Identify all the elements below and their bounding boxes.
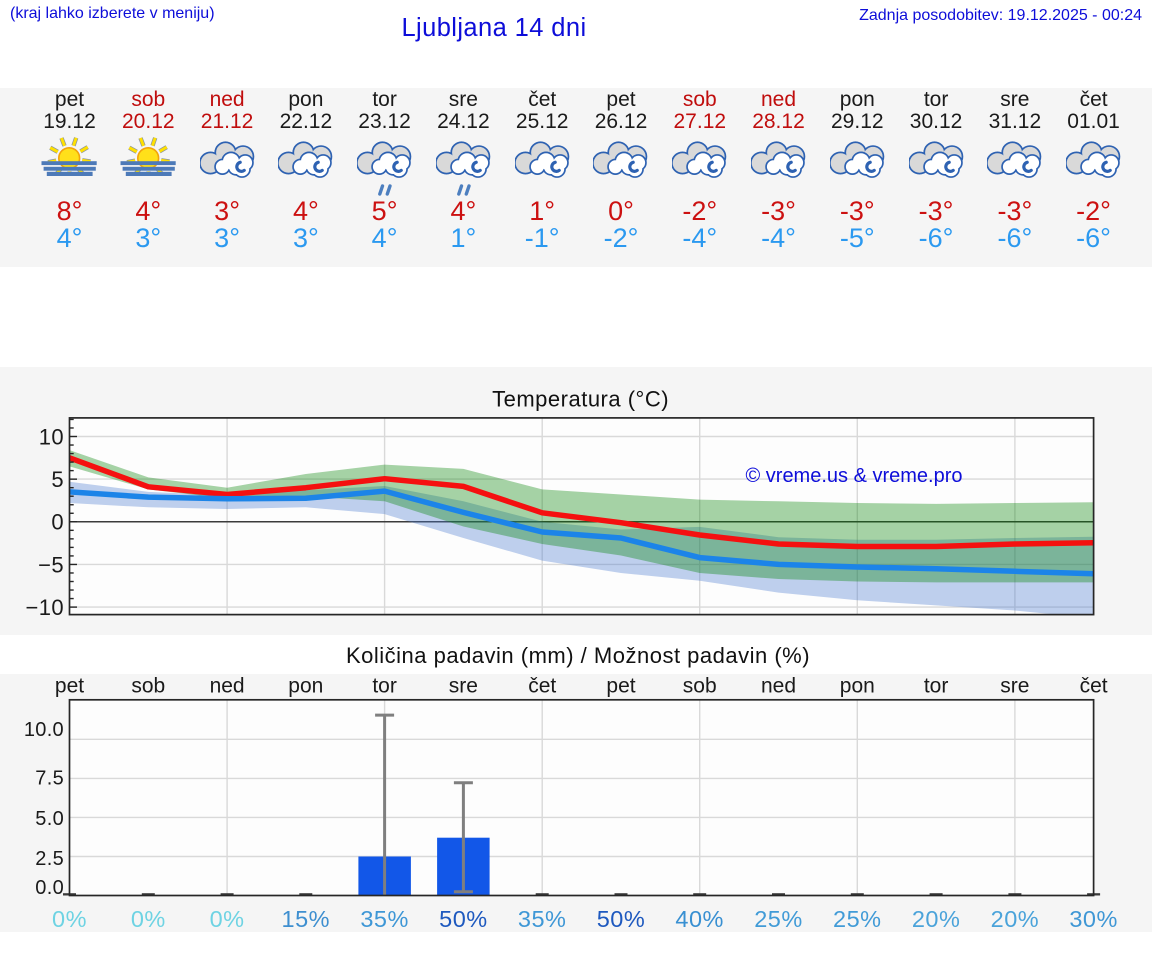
svg-text:2.5: 2.5 [35, 848, 64, 870]
svg-text:tor: tor [372, 675, 397, 698]
svg-text:−10: −10 [25, 595, 64, 620]
svg-text:ned: ned [210, 675, 245, 698]
svg-text:0%: 0% [52, 906, 87, 932]
svg-text:pet: pet [606, 675, 635, 698]
svg-text:© vreme.us & vreme.pro: © vreme.us & vreme.pro [745, 465, 962, 487]
svg-text:15%: 15% [282, 906, 331, 932]
svg-text:sob: sob [683, 675, 717, 698]
svg-text:0%: 0% [210, 906, 245, 932]
svg-text:0.0: 0.0 [35, 877, 64, 899]
svg-text:sob: sob [131, 675, 165, 698]
svg-text:sre: sre [1000, 675, 1029, 698]
svg-text:pon: pon [840, 675, 875, 698]
svg-text:−5: −5 [38, 552, 64, 577]
svg-text:10.0: 10.0 [24, 719, 64, 741]
svg-text:25%: 25% [833, 906, 882, 932]
svg-text:35%: 35% [518, 906, 567, 932]
svg-text:5: 5 [51, 467, 64, 492]
svg-text:pon: pon [288, 675, 323, 698]
svg-text:0%: 0% [131, 906, 166, 932]
svg-text:0: 0 [51, 510, 64, 535]
svg-text:10: 10 [39, 424, 64, 449]
svg-text:pet: pet [55, 675, 84, 698]
svg-text:20%: 20% [991, 906, 1040, 932]
svg-text:čet: čet [1080, 675, 1108, 698]
svg-text:40%: 40% [675, 906, 724, 932]
svg-text:20%: 20% [912, 906, 961, 932]
svg-text:30%: 30% [1069, 906, 1118, 932]
svg-text:25%: 25% [754, 906, 803, 932]
svg-text:50%: 50% [439, 906, 488, 932]
svg-text:5.0: 5.0 [35, 808, 64, 830]
svg-text:35%: 35% [360, 906, 409, 932]
svg-text:7.5: 7.5 [35, 768, 64, 790]
svg-text:50%: 50% [597, 906, 646, 932]
svg-text:sre: sre [449, 675, 478, 698]
svg-text:Temperatura (°C): Temperatura (°C) [492, 386, 669, 411]
svg-text:čet: čet [528, 675, 556, 698]
svg-text:ned: ned [761, 675, 796, 698]
svg-text:tor: tor [924, 675, 949, 698]
